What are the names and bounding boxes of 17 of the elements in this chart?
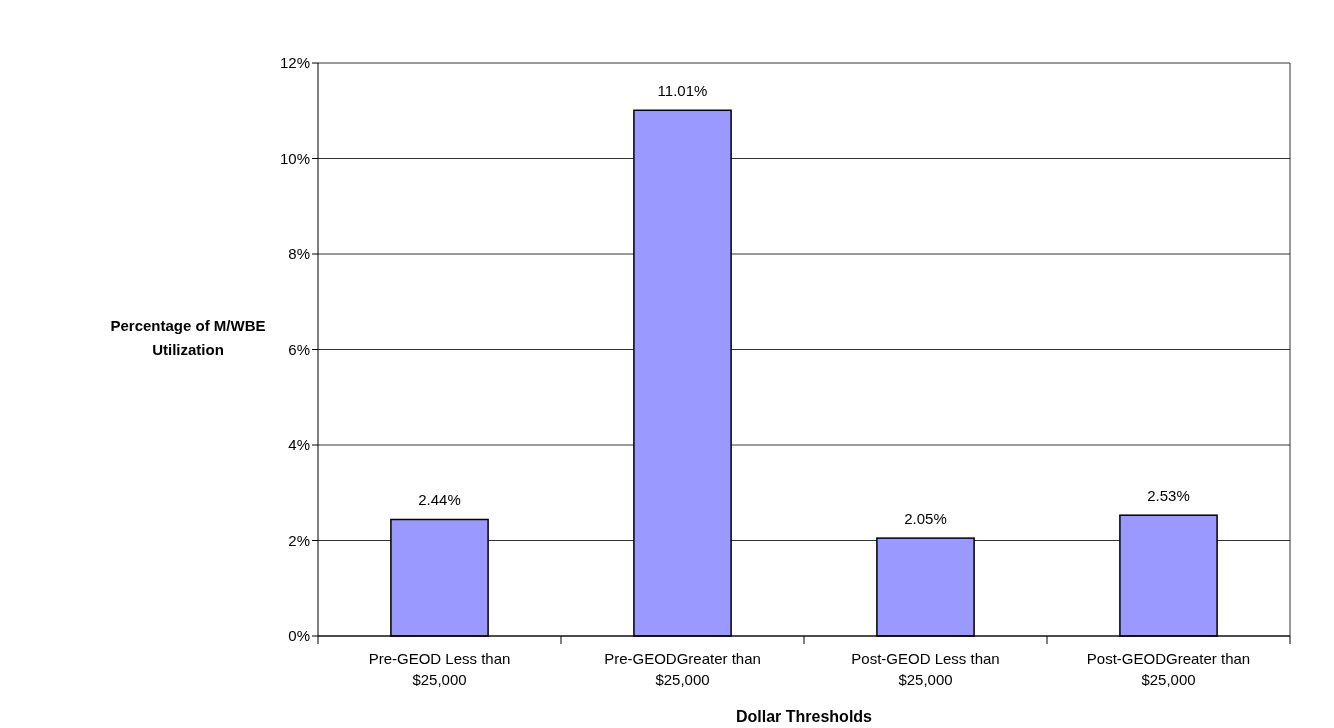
x-tick-label: Post-GEODGreater than $25,000: [1086, 650, 1251, 688]
data-label: 2.44%: [418, 491, 461, 509]
x-tick-label: Pre-GEOD Less than $25,000: [368, 650, 511, 688]
y-tick-label: 6%: [288, 340, 310, 358]
x-axis-title: Dollar Thresholds: [735, 708, 873, 725]
x-tick-label: Pre-GEODGreater than $25,000: [604, 650, 761, 688]
y-tick-label: 2%: [288, 531, 310, 549]
y-tick-label: 10%: [279, 149, 310, 167]
data-label: 11.01%: [657, 82, 708, 100]
data-label: 2.53%: [1147, 487, 1190, 505]
y-tick-label: 8%: [288, 245, 310, 263]
x-tick-label: Post-GEOD Less than $25,000: [851, 650, 1000, 688]
data-label: 2.05%: [904, 510, 947, 528]
y-tick-label: 0%: [288, 627, 310, 645]
y-axis-title: Percentage of M/WBE Utilization: [110, 317, 266, 358]
y-tick-label: 12%: [279, 54, 310, 72]
y-tick-label: 4%: [288, 436, 310, 454]
